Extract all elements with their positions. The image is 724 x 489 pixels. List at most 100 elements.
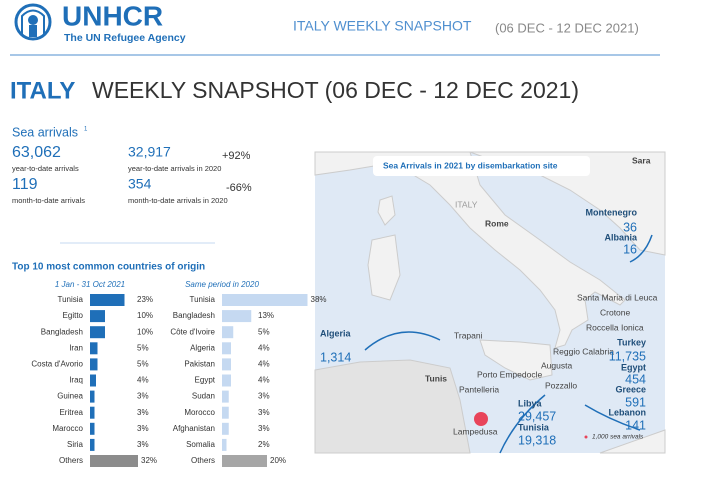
bar [90,294,125,306]
value-label: 3% [258,408,270,417]
place-label: Tunis [425,373,447,383]
value-label: 10% [137,327,153,336]
country-label: Sudan [192,392,215,401]
place-label: Crotone [600,307,631,317]
mtd-label: month-to-date arrivals [12,196,85,205]
bar [90,374,96,387]
mtd-2020-label: month-to-date arrivals in 2020 [128,196,228,205]
arrival-value: 454 [625,372,646,386]
country-label: Iraq [69,376,83,385]
value-label: 4% [137,376,149,385]
header-dates: (06 DEC - 12 DEC 2021) [495,20,639,35]
value-label: 3% [258,392,270,401]
country-label: Others [191,456,215,465]
value-label: 5% [258,327,270,336]
arrival-value: 16 [623,242,637,256]
bar [222,310,252,323]
place-label: Rome [485,218,509,228]
footnote: 1 [84,127,88,133]
arrival-country: Albania [604,232,638,242]
bar [90,422,95,435]
bar [90,310,105,323]
arrival-country: Montenegro [586,207,638,217]
bar [222,374,231,387]
value-label: 2% [258,440,270,449]
bar [90,406,95,419]
ytd-value: 63,062 [12,144,61,161]
value-label: 38% [311,295,327,304]
place-label: Lampedusa [453,426,498,436]
mtd-change: -66% [226,182,252,194]
bar [90,342,98,355]
bar [222,390,229,403]
arrival-value: 11,735 [609,349,646,363]
bar [222,438,227,451]
bar [90,455,138,467]
map-title-box [373,156,590,176]
value-label: 4% [258,343,270,352]
value-label: 5% [137,360,149,369]
bar [90,390,95,403]
panel-subtitle: Same period in 2020 [185,280,259,289]
country-label: Iran [69,343,83,352]
bar [222,406,229,419]
country-label: Bangladesh [173,311,215,320]
arrival-value: 591 [625,395,646,409]
map-title: Sea Arrivals in 2021 by disembarkation s… [383,160,558,170]
page-title: WEEKLY SNAPSHOT (06 DEC - 12 DEC 2021) [92,77,579,103]
arrival-country: Greece [615,384,646,394]
place-label: Sara [632,155,651,165]
country-label: Tunisia [190,295,216,304]
value-label: 3% [137,392,149,401]
logo [14,3,52,41]
country-label: Algeria [190,343,215,352]
map [314,151,666,454]
mtd-2020-value: 354 [128,176,152,192]
place-label: Augusta [541,360,572,370]
country-label: Others [59,456,83,465]
country-label: Marocco [52,424,83,433]
place-label: Pozzallo [545,380,577,390]
country-label: Morocco [184,408,215,417]
country-label: Guinea [57,392,83,401]
arrival-value: 1,314 [320,350,351,364]
value-label: 3% [137,440,149,449]
logo-name: UNHCR [62,0,163,31]
bar [222,455,267,467]
value-label: 23% [137,295,153,304]
ytd-label: year-to-date arrivals [12,164,79,173]
bar [90,326,105,339]
country-label: Pakistan [184,360,215,369]
bar [222,358,231,371]
arrival-value: 29,457 [518,409,556,423]
country-label: Eritrea [59,408,83,417]
arrival-country: Egypt [621,362,646,372]
value-label: 20% [270,456,286,465]
arrival-country: Tunisia [518,422,550,432]
value-label: 3% [258,424,270,433]
place-label: Santa Maria di Leuca [577,292,658,302]
country-label: Côte d'Ivoire [170,327,215,336]
value-label: 3% [137,424,149,433]
country-label: Costa d'Avorio [31,360,83,369]
country-label: Tunisia [58,295,84,304]
place-label: Trapani [454,330,483,340]
place-label: Roccella Ionica [586,322,644,332]
value-label: 10% [137,311,153,320]
bar [90,438,95,451]
place-label: ITALY [455,199,478,209]
place-label: Pantelleria [459,384,499,394]
place-label: Reggio Calabria [553,346,614,356]
bar [90,358,98,371]
country-label: Somalia [186,440,215,449]
ytd-2020-value: 32,917 [128,144,171,160]
map-legend: 1,000 sea arrivals [592,434,644,441]
country-label: Egypt [195,376,216,385]
arrival-country: Libya [518,398,543,408]
arrival-country: Lebanon [609,407,647,417]
arrival-value: 141 [625,418,646,432]
country-label: Siria [67,440,84,449]
country-label: Afghanistan [173,424,215,433]
page-country: ITALY [10,77,75,104]
